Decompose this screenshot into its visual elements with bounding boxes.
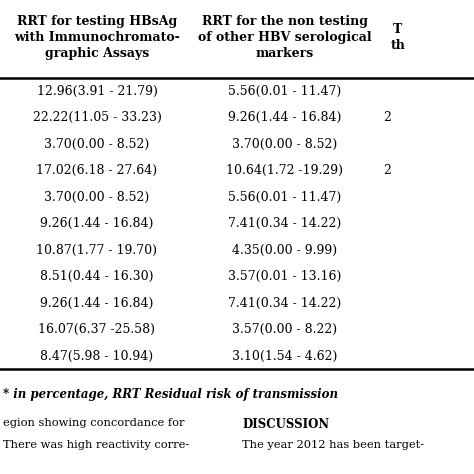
Text: The year 2012 has been target-: The year 2012 has been target- [242, 440, 424, 450]
Text: T
th: T th [391, 22, 405, 52]
Text: 7.41(0.34 - 14.22): 7.41(0.34 - 14.22) [228, 297, 342, 310]
Text: 10.87(1.77 - 19.70): 10.87(1.77 - 19.70) [36, 244, 157, 257]
Text: 7.41(0.34 - 14.22): 7.41(0.34 - 14.22) [228, 217, 342, 230]
Text: 22.22(11.05 - 33.23): 22.22(11.05 - 33.23) [33, 111, 162, 124]
Text: 3.70(0.00 - 8.52): 3.70(0.00 - 8.52) [45, 138, 150, 151]
Text: 12.96(3.91 - 21.79): 12.96(3.91 - 21.79) [36, 85, 157, 98]
Text: * in percentage, RRT Residual risk of transmission: * in percentage, RRT Residual risk of tr… [3, 388, 338, 401]
Text: 3.70(0.00 - 8.52): 3.70(0.00 - 8.52) [232, 138, 337, 151]
Text: 5.56(0.01 - 11.47): 5.56(0.01 - 11.47) [228, 191, 342, 204]
Text: 9.26(1.44 - 16.84): 9.26(1.44 - 16.84) [40, 297, 154, 310]
Text: 9.26(1.44 - 16.84): 9.26(1.44 - 16.84) [228, 111, 342, 124]
Text: 3.10(1.54 - 4.62): 3.10(1.54 - 4.62) [232, 350, 337, 363]
Text: 3.57(0.00 - 8.22): 3.57(0.00 - 8.22) [232, 323, 337, 336]
Text: RRT for testing HBsAg
with Immunochromato-
graphic Assays: RRT for testing HBsAg with Immunochromat… [14, 15, 180, 60]
Text: 3.57(0.01 - 13.16): 3.57(0.01 - 13.16) [228, 270, 342, 283]
Text: 5.56(0.01 - 11.47): 5.56(0.01 - 11.47) [228, 85, 342, 98]
Text: RRT for the non testing
of other HBV serological
markers: RRT for the non testing of other HBV ser… [198, 15, 372, 60]
Text: 9.26(1.44 - 16.84): 9.26(1.44 - 16.84) [40, 217, 154, 230]
Text: DISCUSSION: DISCUSSION [242, 418, 329, 431]
Text: 17.02(6.18 - 27.64): 17.02(6.18 - 27.64) [36, 164, 157, 177]
Text: 8.51(0.44 - 16.30): 8.51(0.44 - 16.30) [40, 270, 154, 283]
Text: 8.47(5.98 - 10.94): 8.47(5.98 - 10.94) [40, 350, 154, 363]
Text: 2: 2 [383, 111, 391, 124]
Text: egion showing concordance for: egion showing concordance for [3, 418, 184, 428]
Text: 10.64(1.72 -19.29): 10.64(1.72 -19.29) [227, 164, 344, 177]
Text: 4.35(0.00 - 9.99): 4.35(0.00 - 9.99) [232, 244, 337, 257]
Text: 3.70(0.00 - 8.52): 3.70(0.00 - 8.52) [45, 191, 150, 204]
Text: 2: 2 [383, 164, 391, 177]
Text: There was high reactivity corre-: There was high reactivity corre- [3, 440, 189, 450]
Text: 16.07(6.37 -25.58): 16.07(6.37 -25.58) [38, 323, 155, 336]
